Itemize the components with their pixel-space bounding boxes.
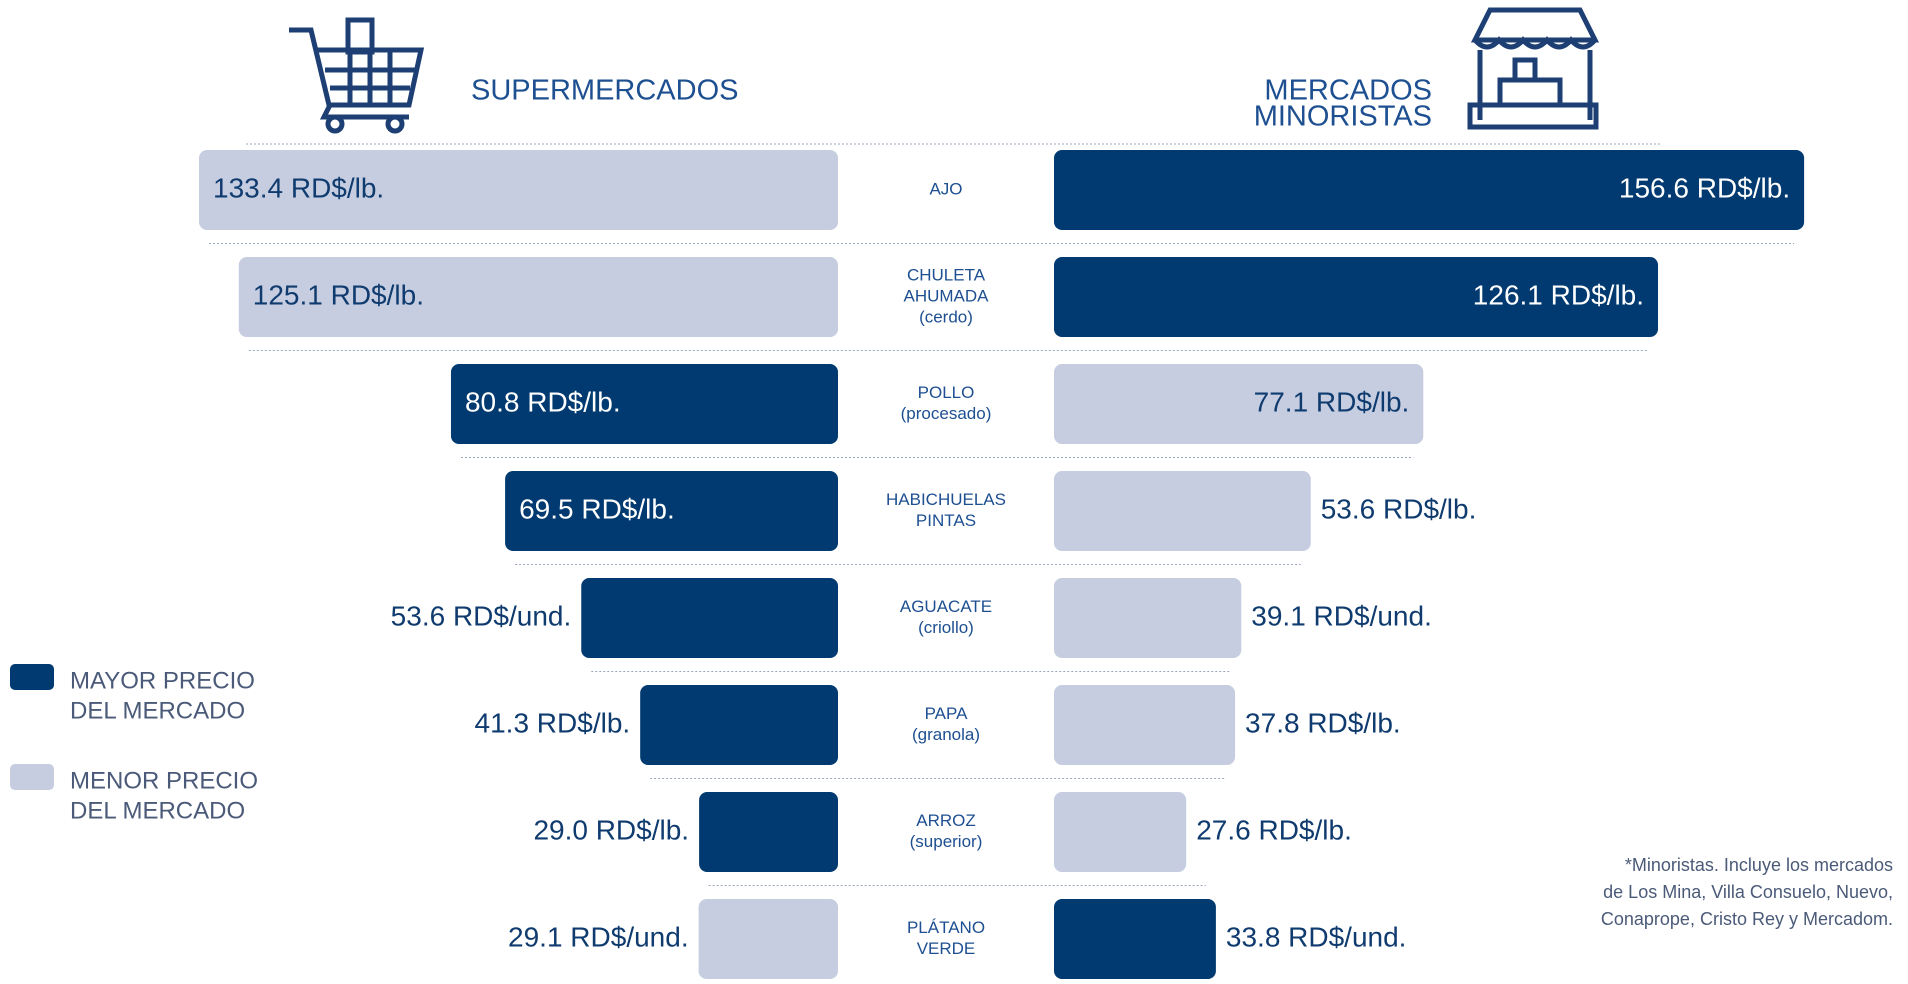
legend-label: MENOR PRECIO [70,767,258,794]
value-label: 156.6 RD$/lb. [1619,172,1790,203]
legend-swatch [10,764,54,790]
category-label: VERDE [917,939,976,958]
legend-swatch [10,664,54,690]
category-label: HABICHUELAS [886,490,1006,509]
footnote: *Minoristas. Incluye los mercados [1625,855,1893,875]
stall-icon [1470,10,1596,127]
category-label: CHULETA [907,265,986,284]
value-label: 27.6 RD$/lb. [1196,814,1352,845]
bar [1054,685,1235,765]
value-label: 53.6 RD$/und. [391,600,572,631]
bar [581,578,838,658]
chart: SUPERMERCADOSMERCADOSMINORISTAS133.4 RD$… [0,0,1908,984]
value-label: 77.1 RD$/lb. [1254,386,1410,417]
category-label: (procesado) [901,404,992,423]
category-label: POLLO [918,383,975,402]
value-label: 125.1 RD$/lb. [253,279,424,310]
value-label: 29.1 RD$/und. [508,921,689,952]
left-header: SUPERMERCADOS [471,75,739,107]
category-label: PINTAS [916,511,976,530]
value-label: 53.6 RD$/lb. [1321,493,1477,524]
bar [1054,792,1186,872]
value-label: 69.5 RD$/lb. [519,493,675,524]
legend-label: DEL MERCADO [70,697,245,724]
bar [1054,899,1216,979]
value-label: 126.1 RD$/lb. [1473,279,1644,310]
bar [640,685,838,765]
value-label: 37.8 RD$/lb. [1245,707,1401,738]
category-label: PLÁTANO [907,918,985,937]
footnote: de Los Mina, Villa Consuelo, Nuevo, [1603,882,1893,902]
bar [1054,471,1311,551]
legend-label: DEL MERCADO [70,797,245,824]
footnote: Conaprope, Cristo Rey y Mercadom. [1601,909,1893,929]
category-label: (granola) [912,725,980,744]
right-header: MINORISTAS [1254,101,1432,133]
bar [699,899,838,979]
category-label: (superior) [910,832,983,851]
category-label: AHUMADA [903,286,989,305]
value-label: 29.0 RD$/lb. [533,814,689,845]
value-label: 41.3 RD$/lb. [475,707,631,738]
value-label: 33.8 RD$/und. [1226,921,1407,952]
bar [699,792,838,872]
category-label: AJO [929,179,962,198]
value-label: 133.4 RD$/lb. [213,172,384,203]
category-label: (criollo) [918,618,974,637]
bar [1054,578,1241,658]
value-label: 39.1 RD$/und. [1251,600,1432,631]
legend-label: MAYOR PRECIO [70,667,255,694]
category-label: (cerdo) [919,307,973,326]
category-label: PAPA [925,704,968,723]
category-label: ARROZ [916,811,976,830]
value-label: 80.8 RD$/lb. [465,386,621,417]
cart-icon [289,20,421,131]
category-label: AGUACATE [900,597,992,616]
